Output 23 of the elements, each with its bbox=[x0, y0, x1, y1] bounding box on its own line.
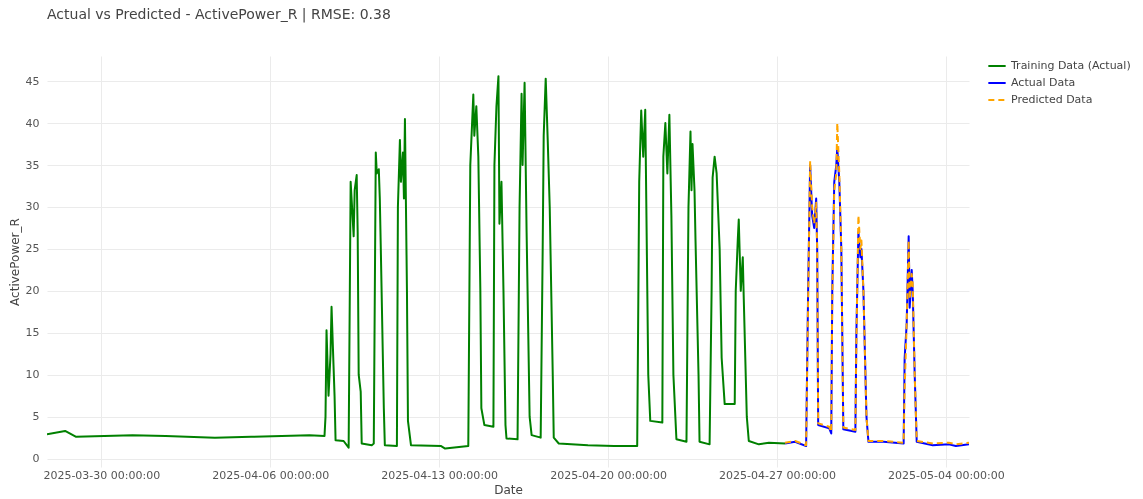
chart-title: Actual vs Predicted - ActivePower_R | RMSE: 0.38 bbox=[47, 6, 391, 23]
y-tick-label: 20 bbox=[25, 284, 40, 298]
y-axis-title: ActivePower_R bbox=[7, 218, 22, 306]
x-tick-label: 2025-04-13 00:00:00 bbox=[381, 468, 499, 482]
x-tick-label: 2025-04-06 00:00:00 bbox=[212, 468, 330, 482]
y-tick-label: 5 bbox=[32, 410, 40, 424]
x-axis-title: Date bbox=[494, 482, 523, 497]
y-tick-label: 10 bbox=[25, 368, 40, 382]
y-tick-label: 40 bbox=[25, 116, 40, 130]
x-tick-label: 2025-03-30 00:00:00 bbox=[43, 468, 161, 482]
y-tick-label: 25 bbox=[25, 242, 40, 256]
y-tick-label: 35 bbox=[25, 158, 40, 172]
x-tick-label: 2025-04-27 00:00:00 bbox=[719, 468, 836, 482]
x-tick-label: 2025-04-20 00:00:00 bbox=[550, 468, 667, 482]
legend-label: Training Data (Actual) bbox=[1010, 59, 1131, 72]
y-tick-label: 0 bbox=[32, 452, 40, 466]
y-tick-label: 30 bbox=[25, 200, 40, 214]
legend-label: Actual Data bbox=[1011, 76, 1076, 89]
x-tick-label: 2025-05-04 00:00:00 bbox=[887, 468, 1005, 482]
y-tick-label: 45 bbox=[25, 74, 40, 88]
legend-label: Predicted Data bbox=[1011, 93, 1093, 106]
y-tick-label: 15 bbox=[25, 326, 40, 340]
line-series bbox=[47, 75, 786, 450]
